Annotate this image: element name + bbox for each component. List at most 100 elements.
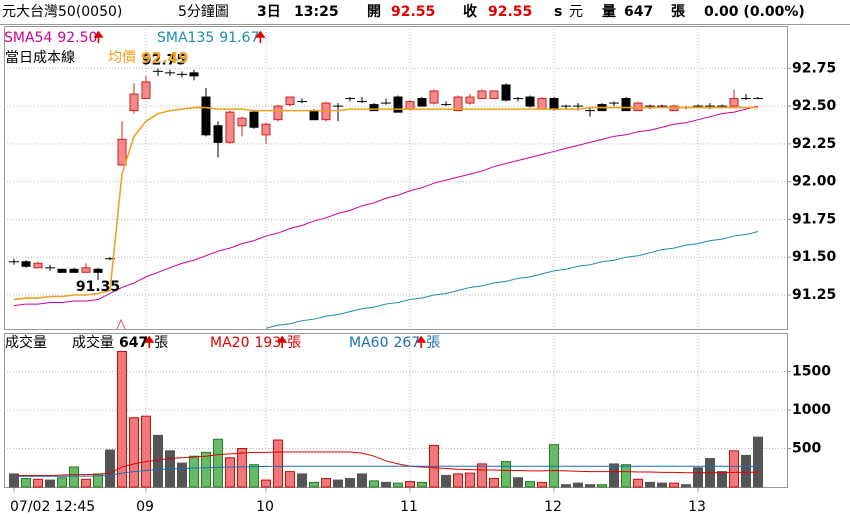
candle-body [69,268,79,273]
volume-bar [237,448,247,488]
candle-body [261,123,271,136]
y-tick-label: 92.75 [792,60,836,76]
volume-bar [357,473,367,488]
legend-unit: 張 [426,335,440,351]
volume-bar [225,457,235,488]
volume-bar [657,482,667,488]
volume-bar [621,464,631,488]
volume-bar [297,473,307,488]
open-label: 開 [367,4,381,20]
volume-bar [729,450,739,488]
candle-body [189,72,199,77]
volume-bar [717,471,727,488]
legend-entry: 成交量 647 [72,334,148,351]
up-arrow [416,335,427,348]
up-arrow [255,30,266,43]
legend-part: 均價 [108,49,136,66]
up-arrow [93,30,104,43]
volume-bar [477,463,487,488]
candle-body [285,96,295,106]
volume-bar [153,434,163,488]
indicator-line [14,465,759,477]
volume-bar [561,484,571,488]
volume-bar [681,484,691,488]
candle-body [237,117,247,127]
close-label: 收 [463,3,478,20]
legend-entry: MA60 267 [349,335,420,351]
volume-bar [393,482,403,488]
volume-bar [249,464,259,488]
candle-body [729,98,739,107]
volume: 647 [624,4,653,20]
legend-entry: MA20 193 [210,335,281,351]
price-panel [4,26,788,330]
candle-body [57,268,67,273]
interval: 5分鐘圖 [178,3,229,20]
volume-bar [345,478,355,488]
volume-bar [525,481,535,488]
volume-bar [105,449,115,488]
volume-bar [573,482,583,488]
legend-part: 267 [393,335,420,351]
indicator-line [14,451,759,476]
legend-entry: 均價 92.49 [108,49,188,67]
volume-bar [537,481,547,488]
up-arrow [144,335,155,348]
x-tick-label: 12 [544,499,562,515]
volume-bar [645,481,655,488]
y-tick-label: 500 [792,441,821,457]
candle-body [117,138,127,166]
volume-bar [129,417,139,488]
candle-body [465,96,475,104]
legend-entry: SMA54 92.50 [4,30,97,46]
s-flag: s [554,4,562,20]
volume-bar [417,481,427,488]
candle-body [429,90,439,104]
legend-entry: SMA135 91.67 [157,30,259,46]
x-tick-label: 13 [688,499,706,515]
candle-body [21,261,31,267]
y-tick-label: 1000 [792,402,831,418]
legend-part: 193 [254,335,281,351]
volume-bar [669,482,679,488]
volume-bar [201,451,211,488]
y-tick-label: 92.50 [792,98,837,114]
volume-bar [117,350,127,488]
volume-bar [585,484,595,488]
volume-bar [261,479,271,488]
legend-part: MA20 [210,335,249,351]
volume-bar [369,480,379,488]
legend-part: 92.49 [141,49,188,67]
panel-title: 成交量 [5,334,47,351]
volume-bar [465,472,475,488]
legend-part: SMA54 [4,30,52,46]
legend-unit: 張 [287,335,301,351]
candle-body [537,98,547,110]
indicator-line [13,105,759,307]
legend-part: SMA135 [157,30,214,46]
candle-body [369,104,379,112]
x-tick-label: 07/02 12:45 [10,499,95,515]
candle-body [33,262,43,269]
volume-bar [381,481,391,488]
candle-body [525,96,535,107]
volume-bar [57,477,67,488]
volume-bar [741,454,751,488]
candle-body [309,110,319,121]
time: 13:25 [294,4,339,20]
volume-bar [693,467,703,488]
x-tick-label: 10 [256,499,274,515]
candle-body [621,98,631,112]
volume-bar [33,478,43,488]
candle-body [129,93,139,112]
indicator-line [265,231,759,329]
candle-body [405,101,415,110]
volume-bar [9,473,19,488]
legend-part: 91.67 [219,30,259,46]
y-tick-label: 92.25 [792,136,836,152]
volume-bar [753,436,763,488]
candle-body [141,81,151,100]
volume-bar [21,478,31,488]
candle-body [249,111,259,128]
